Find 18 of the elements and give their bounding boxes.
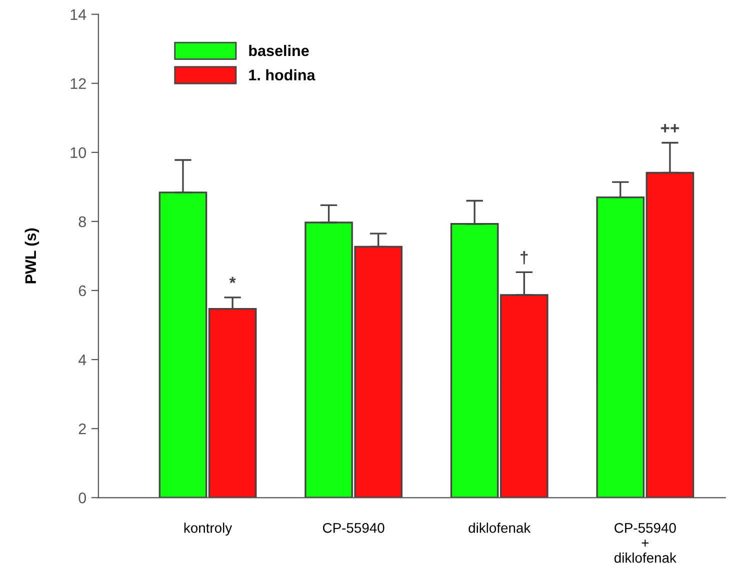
legend-label: baseline bbox=[249, 44, 309, 56]
y-tick-label: 12 bbox=[70, 78, 86, 89]
x-tick-label: CP-55940 + diklofenak bbox=[614, 523, 676, 563]
y-tick-label: 4 bbox=[78, 354, 86, 366]
x-tick-label: CP-55940 bbox=[323, 523, 384, 533]
y-axis-title: PWL (s) bbox=[24, 228, 40, 284]
x-tick-label: diklofenak bbox=[468, 522, 531, 533]
legend-label: 1. hodina bbox=[249, 69, 316, 80]
y-tick-label: 6 bbox=[78, 285, 86, 296]
annotation: † bbox=[520, 251, 528, 264]
y-tick-label: 0 bbox=[78, 492, 86, 504]
x-tick-label: kontroly bbox=[184, 522, 232, 536]
annotation: * bbox=[229, 276, 236, 284]
y-tick-label: 14 bbox=[70, 9, 86, 20]
y-tick-label: 8 bbox=[78, 216, 86, 228]
annotation: ++ bbox=[660, 124, 680, 132]
y-tick-label: 10 bbox=[70, 147, 86, 158]
y-tick-label: 2 bbox=[78, 423, 86, 434]
